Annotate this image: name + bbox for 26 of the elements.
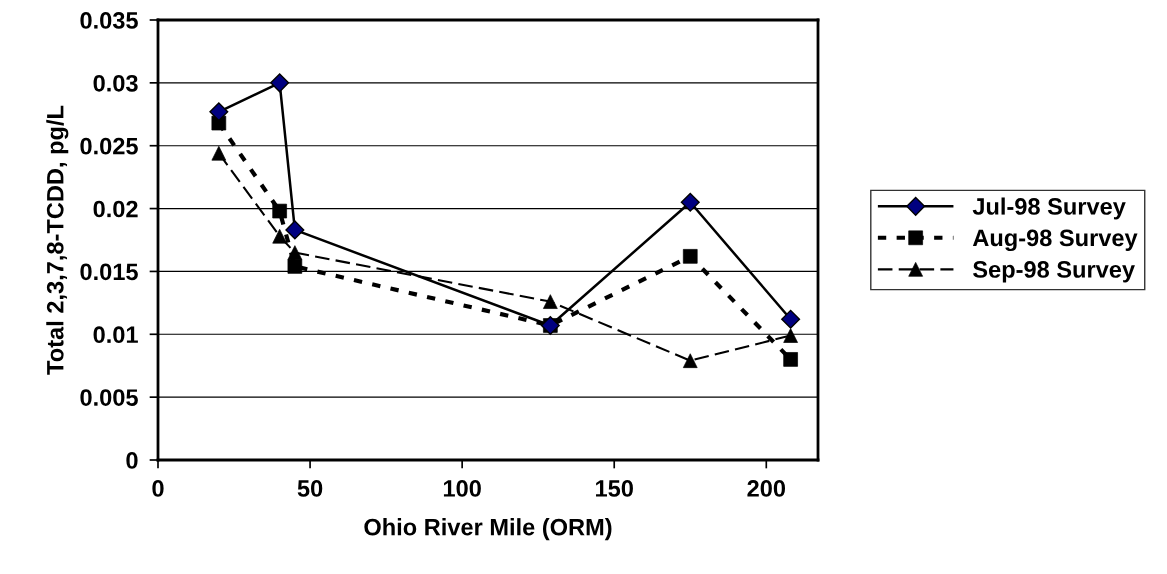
y-tick-label: 0.01 — [93, 326, 138, 344]
point — [680, 192, 700, 212]
point — [783, 352, 798, 367]
y-tick-label: 0.035 — [80, 12, 138, 29]
x-tick-label: 150 — [596, 480, 633, 497]
y-tick-label: 0.02 — [93, 200, 138, 218]
x-tick-label: 50 — [297, 480, 323, 497]
point — [781, 309, 801, 329]
y-tick-label: 0.015 — [80, 263, 138, 281]
y-tick-label: 0.005 — [80, 389, 138, 406]
x-axis-title: Ohio River Mile (ORM) — [364, 518, 612, 541]
point — [270, 73, 290, 93]
point — [682, 353, 698, 368]
legend-label: Jul-98 Survey — [972, 197, 1126, 220]
legend-label: Sep-98 Survey — [973, 261, 1135, 283]
point — [209, 102, 229, 122]
point — [682, 249, 698, 264]
x-tick-label: 0 — [152, 480, 164, 497]
point — [285, 220, 305, 240]
legend-label: Aug-98 Survey — [972, 229, 1138, 252]
y-axis-title: Total 2,3,7,8-TCDD, pg/L — [46, 105, 69, 375]
y-tick-label: 0.03 — [93, 74, 138, 92]
y-tick-label: 0.025 — [80, 137, 138, 155]
y-tick-label: 0 — [126, 452, 138, 469]
x-tick-label: 100 — [443, 480, 481, 497]
x-tick-label: 200 — [747, 480, 786, 497]
